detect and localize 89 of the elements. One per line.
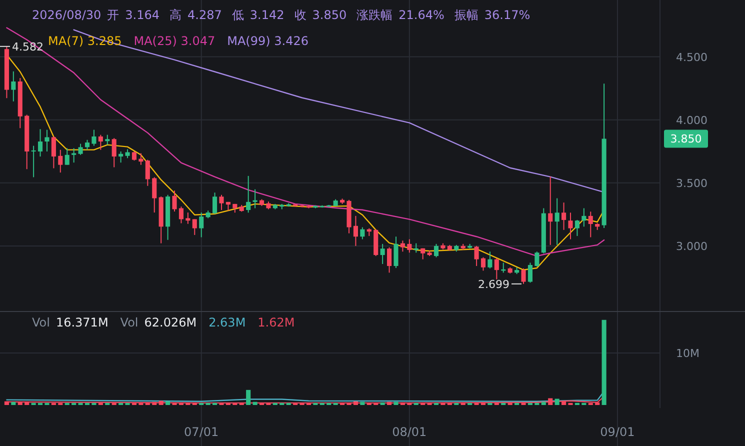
bar <box>11 402 16 405</box>
candlestick <box>192 218 197 236</box>
candlestick <box>380 243 385 264</box>
candlestick <box>360 226 365 240</box>
candlestick <box>488 251 492 269</box>
bar <box>252 402 258 405</box>
bar <box>24 402 30 405</box>
annotation: 2.699 <box>478 278 510 291</box>
candlestick <box>434 243 439 258</box>
candlestick <box>386 246 392 274</box>
candlestick <box>246 175 251 214</box>
candlestick <box>494 258 499 280</box>
candlestick <box>568 212 573 240</box>
candlestick <box>562 202 566 230</box>
bar <box>400 402 405 405</box>
bar <box>554 398 560 405</box>
annotation: 3.850 <box>670 132 702 146</box>
bar <box>595 402 600 405</box>
bar <box>602 320 606 405</box>
candlestick <box>219 194 224 210</box>
x-tick-label: 08/01 <box>392 425 427 439</box>
bar <box>562 401 566 405</box>
candlestick <box>474 245 479 266</box>
candlestick <box>582 208 586 228</box>
annotation: 2.63M <box>208 316 246 330</box>
candlestick <box>78 143 83 156</box>
candlestick <box>534 251 540 268</box>
candlestick <box>51 136 56 169</box>
line-series <box>6 27 605 257</box>
candlestick <box>64 148 70 166</box>
y-tick-label: 4.500 <box>676 50 708 64</box>
candlestick <box>31 145 36 178</box>
candlestick <box>353 215 358 246</box>
bar <box>394 402 398 405</box>
x-tick-label: 09/01 <box>600 425 635 439</box>
candlestick <box>414 242 418 254</box>
bar <box>353 401 358 405</box>
candlestick <box>98 134 103 150</box>
bar <box>386 402 392 405</box>
candlestick <box>145 159 150 186</box>
y-tick-label: 10M <box>676 347 700 360</box>
candlestick <box>212 192 218 214</box>
bar <box>158 400 164 405</box>
candlestick <box>112 138 116 168</box>
y-tick-label: 3.500 <box>676 176 708 190</box>
text: 2026/08/30 开 3.164 高 4.287 低 3.142 收 3.850 涨跌幅 21.64% 振幅 36.17% <box>32 8 530 22</box>
candlestick <box>38 128 43 158</box>
candlestick <box>186 212 190 224</box>
candlestick <box>521 268 526 284</box>
candlestick <box>400 240 405 252</box>
candlestick <box>252 188 258 209</box>
candlestick <box>394 236 398 269</box>
bar <box>541 402 546 405</box>
text: MA(25) 3.047 <box>134 34 216 48</box>
candlestick <box>118 150 124 164</box>
bar <box>18 402 22 405</box>
x-tick-label: 07/01 <box>184 425 219 439</box>
candlestick <box>554 198 560 246</box>
bar <box>246 390 251 405</box>
bar <box>166 401 170 405</box>
candlestick <box>178 206 184 224</box>
candlestick <box>588 211 593 238</box>
candlestick <box>72 148 76 164</box>
candlestick <box>407 238 412 254</box>
bar <box>548 398 553 405</box>
candlestick <box>480 256 486 272</box>
bar <box>152 402 157 405</box>
candlestick <box>574 219 580 236</box>
y-tick-label: 4.000 <box>676 114 708 127</box>
candlestick <box>44 129 50 152</box>
candlestick <box>548 176 553 246</box>
bar <box>4 401 9 405</box>
candlestick <box>528 262 533 284</box>
candlestick <box>132 150 137 162</box>
candlestick <box>58 149 63 174</box>
annotation: 1.62M <box>258 316 295 330</box>
candlestick <box>92 129 96 146</box>
y-tick-label: 3.000 <box>676 240 708 253</box>
bar <box>380 402 385 405</box>
annotation: Vol 62.026M <box>120 316 197 330</box>
candlestick <box>84 139 90 150</box>
candlestick <box>11 70 16 102</box>
candlestick <box>105 134 110 146</box>
candlestick <box>152 176 157 214</box>
annotation: Vol 16.371M <box>32 316 108 330</box>
bar <box>360 402 365 405</box>
candlestick <box>199 212 204 238</box>
text: MA(99) 3.426 <box>227 34 308 48</box>
candlestick <box>172 190 177 212</box>
